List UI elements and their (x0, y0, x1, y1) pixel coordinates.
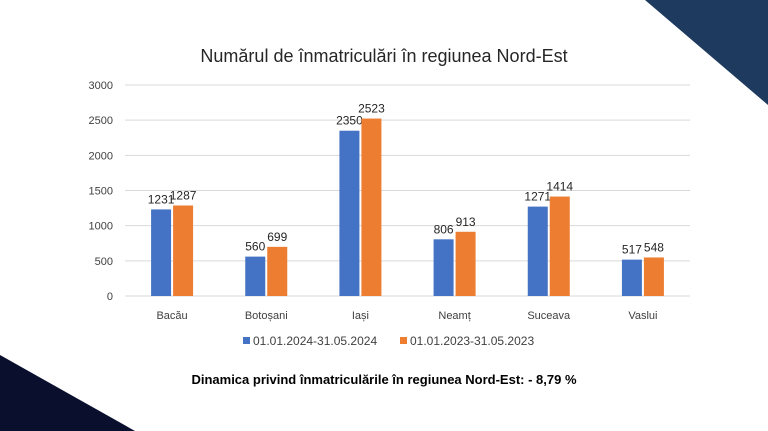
chart-title: Numărul de înmatriculări în regiunea Nor… (200, 46, 567, 66)
legend-swatch (400, 337, 407, 344)
data-label: 2350 (336, 114, 363, 128)
bar (245, 256, 266, 296)
data-label: 560 (245, 240, 265, 254)
corner-decoration-top (645, 0, 768, 105)
data-label: 1231 (148, 192, 175, 206)
x-tick-label: Neamț (438, 310, 470, 322)
data-label: 2523 (358, 102, 385, 116)
bar (339, 130, 360, 296)
bar (621, 259, 642, 296)
legend-label: 01.01.2024-31.05.2024 (253, 334, 377, 348)
legend-swatch (243, 337, 250, 344)
y-tick-label: 1000 (89, 221, 113, 233)
y-tick-label: 2000 (89, 150, 113, 162)
data-label: 806 (434, 222, 454, 236)
data-label: 913 (456, 215, 476, 229)
bar (151, 209, 172, 296)
data-label: 1287 (170, 188, 197, 202)
bar (527, 206, 548, 296)
data-label: 1414 (546, 180, 573, 194)
y-tick-label: 1500 (89, 186, 113, 198)
data-label: 517 (622, 243, 642, 257)
data-label: 699 (267, 230, 287, 244)
corner-decoration-bottom (0, 355, 135, 431)
legend-label: 01.01.2023-31.05.2023 (410, 334, 534, 348)
bar (643, 257, 664, 296)
bar (173, 205, 194, 296)
dynamics-summary: Dinamica privind înmatriculările în regi… (191, 372, 577, 387)
y-tick-label: 0 (107, 291, 113, 303)
bar (361, 118, 382, 296)
x-tick-label: Iași (352, 310, 369, 322)
bar (433, 239, 454, 296)
x-tick-label: Suceava (527, 310, 571, 322)
data-label: 1271 (524, 190, 551, 204)
data-label: 548 (644, 240, 664, 254)
bar (549, 196, 570, 296)
y-tick-label: 3000 (89, 80, 113, 92)
bar (455, 231, 476, 296)
y-tick-label: 500 (95, 256, 113, 268)
y-tick-label: 2500 (89, 115, 113, 127)
bar (267, 246, 288, 296)
x-tick-label: Vaslui (628, 310, 657, 322)
x-tick-label: Botoșani (245, 310, 288, 322)
x-tick-label: Bacău (156, 310, 187, 322)
